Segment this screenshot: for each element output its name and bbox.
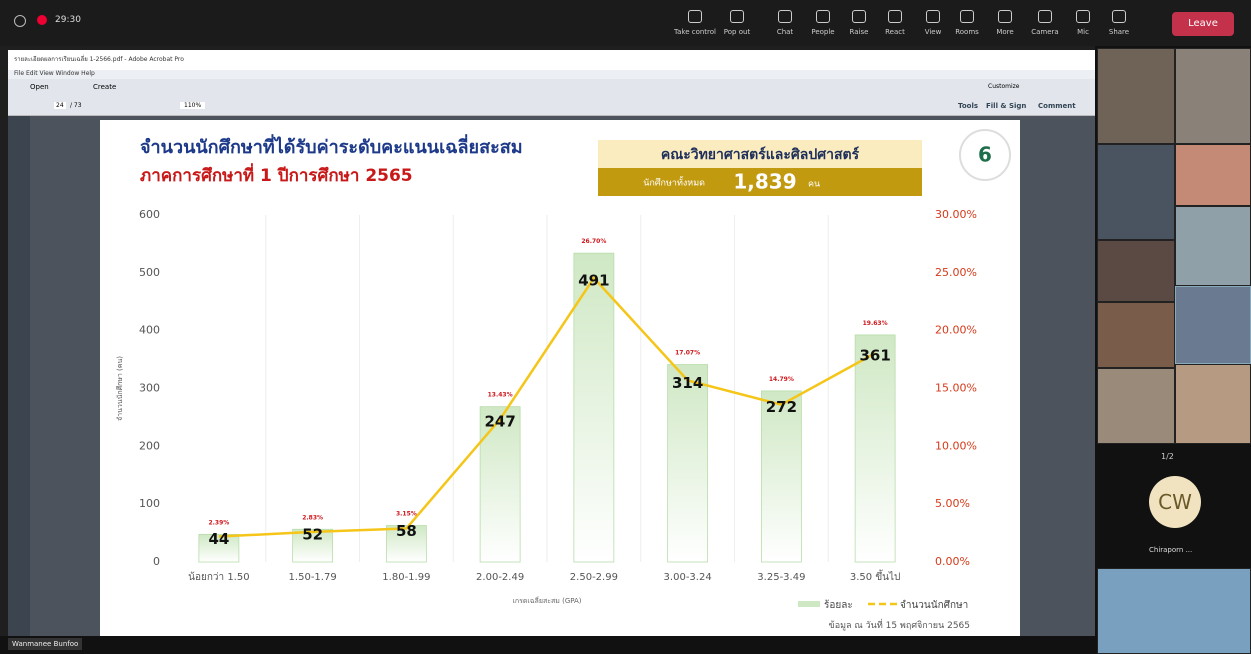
x-tick-label: 1.80-1.99 xyxy=(382,572,430,583)
y2-tick-label: 25.00% xyxy=(935,266,977,279)
y2-tick-label: 20.00% xyxy=(935,324,977,337)
percent-label: 2.83% xyxy=(302,514,323,521)
x-tick-label: 3.50 ขึ้นไป xyxy=(850,569,901,583)
y-tick-label: 400 xyxy=(139,324,160,337)
y-tick-label: 100 xyxy=(139,497,160,510)
badge-number: 6 xyxy=(978,143,992,167)
legend-label: ร้อยละ xyxy=(824,599,853,611)
total: 1,839 xyxy=(733,170,796,194)
percent-label: 26.70% xyxy=(581,238,606,245)
x-tick-label: 2.00-2.49 xyxy=(476,572,524,583)
x-tick-label: 1.50-1.79 xyxy=(289,572,337,583)
percent-label: 14.79% xyxy=(769,376,794,383)
slide-title: จำนวนนักศึกษาที่ได้รับค่าระดับคะแนนเฉลี่… xyxy=(140,134,523,158)
bar xyxy=(855,335,895,562)
y2-tick-label: 30.00% xyxy=(935,208,977,221)
count-label: 44 xyxy=(208,530,229,548)
slide-subtitle: ภาคการศึกษาที่ 1 ปีการศึกษา 2565 xyxy=(140,163,413,186)
x-tick-label: 3.25-3.49 xyxy=(757,572,805,583)
count-label: 247 xyxy=(484,413,515,431)
y-tick-label: 500 xyxy=(139,266,160,279)
bar xyxy=(668,365,708,562)
percent-label: 2.39% xyxy=(208,519,229,526)
count-label: 272 xyxy=(766,398,797,416)
y2-tick-label: 0.00% xyxy=(935,555,970,568)
y-tick-label: 0 xyxy=(153,555,160,568)
y-axis-label: จำนวนนักศึกษา (คน) xyxy=(115,356,124,421)
x-tick-label: 2.50-2.99 xyxy=(570,572,618,583)
bar xyxy=(761,391,801,562)
count-label: 361 xyxy=(859,347,890,365)
percent-label: 19.63% xyxy=(863,320,888,327)
percent-label: 13.43% xyxy=(488,392,513,399)
count-label: 314 xyxy=(672,374,703,392)
screen: 29:30 Take controlPop outChatPeopleRaise… xyxy=(0,0,1251,654)
y-tick-label: 300 xyxy=(139,382,160,395)
total-unit: คน xyxy=(808,180,820,190)
count-label: 58 xyxy=(396,522,417,540)
count-label: 491 xyxy=(578,272,609,290)
percent-label: 3.15% xyxy=(396,511,417,518)
legend-swatch xyxy=(798,601,820,607)
y2-tick-label: 10.00% xyxy=(935,439,977,452)
x-axis-label: เกรดเฉลี่ยสะสม (GPA) xyxy=(512,596,581,605)
faculty: คณะวิทยาศาสตร์และศิลปศาสตร์ xyxy=(661,146,860,163)
note: ข้อมูล ณ วันที่ 15 พฤศจิกายน 2565 xyxy=(829,618,970,631)
count-label: 52 xyxy=(302,525,323,543)
y-tick-label: 600 xyxy=(139,208,160,221)
y-tick-label: 200 xyxy=(139,439,160,452)
x-tick-label: 3.00-3.24 xyxy=(664,572,712,583)
percent-label: 17.07% xyxy=(675,350,700,357)
x-tick-label: น้อยกว่า 1.50 xyxy=(188,571,249,583)
legend-label: จำนวนนักศึกษา xyxy=(900,599,968,611)
y2-tick-label: 15.00% xyxy=(935,382,977,395)
chart: จำนวนนักศึกษาที่ได้รับค่าระดับคะแนนเฉลี่… xyxy=(0,0,1251,654)
y2-tick-label: 5.00% xyxy=(935,497,970,510)
